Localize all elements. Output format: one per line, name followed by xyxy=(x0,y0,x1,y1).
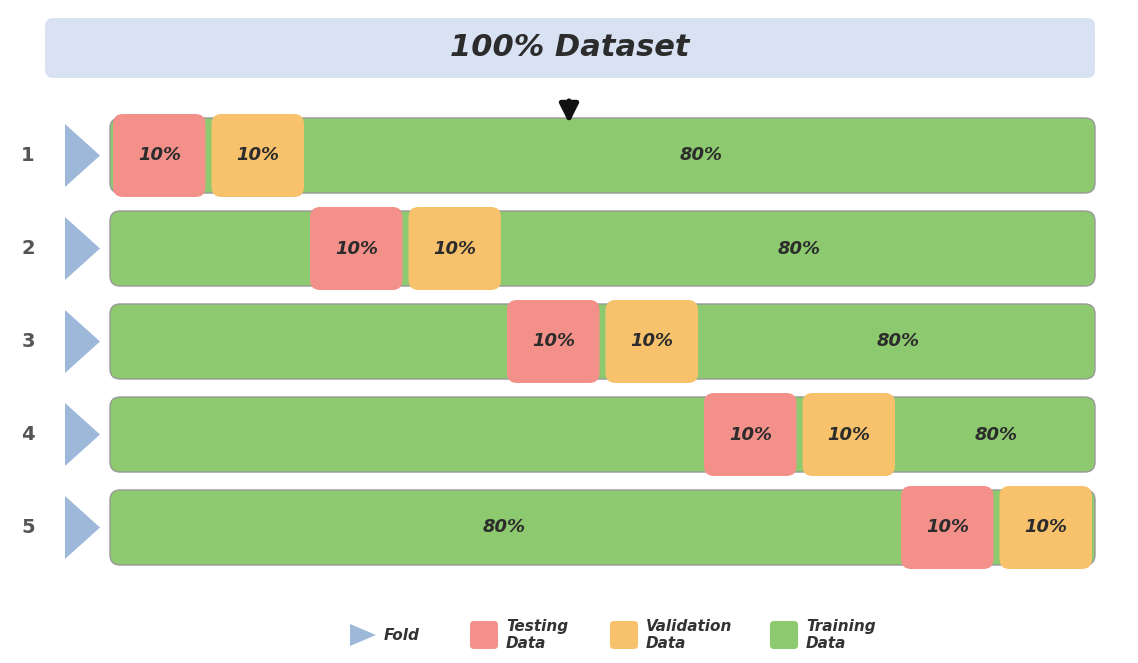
FancyBboxPatch shape xyxy=(310,207,403,290)
FancyBboxPatch shape xyxy=(605,300,698,383)
FancyBboxPatch shape xyxy=(508,300,600,383)
Text: 2: 2 xyxy=(22,239,35,258)
Text: 10%: 10% xyxy=(138,147,181,164)
FancyBboxPatch shape xyxy=(470,621,498,649)
FancyBboxPatch shape xyxy=(409,207,501,290)
Text: Testing
Data: Testing Data xyxy=(506,619,568,651)
FancyBboxPatch shape xyxy=(110,211,1095,286)
FancyBboxPatch shape xyxy=(113,114,206,197)
FancyBboxPatch shape xyxy=(46,18,1095,78)
FancyBboxPatch shape xyxy=(110,118,1095,193)
FancyBboxPatch shape xyxy=(901,486,993,569)
Text: 1: 1 xyxy=(22,146,35,165)
FancyBboxPatch shape xyxy=(110,397,1095,472)
Text: 10%: 10% xyxy=(925,518,968,536)
Text: 80%: 80% xyxy=(975,426,1019,444)
Text: 100% Dataset: 100% Dataset xyxy=(451,34,690,62)
Text: 3: 3 xyxy=(22,332,35,351)
Text: 80%: 80% xyxy=(876,333,920,351)
FancyBboxPatch shape xyxy=(212,114,304,197)
Text: 10%: 10% xyxy=(237,147,279,164)
Text: 80%: 80% xyxy=(483,518,526,536)
FancyBboxPatch shape xyxy=(610,621,638,649)
Text: Validation
Data: Validation Data xyxy=(646,619,733,651)
Polygon shape xyxy=(65,496,100,559)
Text: Fold: Fold xyxy=(384,627,420,642)
FancyBboxPatch shape xyxy=(110,304,1095,379)
FancyBboxPatch shape xyxy=(802,393,894,476)
Text: 10%: 10% xyxy=(335,239,378,257)
Text: 10%: 10% xyxy=(827,426,871,444)
Text: 80%: 80% xyxy=(778,239,820,257)
Polygon shape xyxy=(351,624,376,646)
Text: 4: 4 xyxy=(22,425,35,444)
Text: 5: 5 xyxy=(22,518,35,537)
FancyBboxPatch shape xyxy=(110,490,1095,565)
FancyBboxPatch shape xyxy=(704,393,797,476)
Text: Training
Data: Training Data xyxy=(806,619,875,651)
Polygon shape xyxy=(65,403,100,466)
Text: 10%: 10% xyxy=(434,239,476,257)
Polygon shape xyxy=(65,310,100,373)
Polygon shape xyxy=(65,217,100,280)
Polygon shape xyxy=(65,124,100,187)
FancyBboxPatch shape xyxy=(770,621,798,649)
Text: 80%: 80% xyxy=(679,147,723,164)
Text: 10%: 10% xyxy=(630,333,674,351)
Text: 10%: 10% xyxy=(531,333,575,351)
Text: 10%: 10% xyxy=(728,426,772,444)
FancyBboxPatch shape xyxy=(999,486,1092,569)
Text: 10%: 10% xyxy=(1024,518,1067,536)
